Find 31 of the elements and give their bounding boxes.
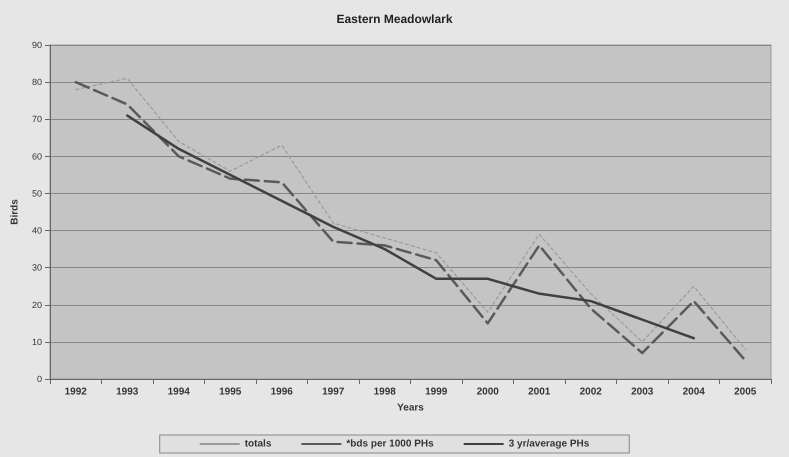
y-tick-label: 90 <box>32 40 42 50</box>
x-tick-label: 1992 <box>64 386 88 398</box>
y-tick-label: 80 <box>32 77 42 88</box>
chart-title: Eastern Meadowlark <box>336 12 453 26</box>
x-tick-label: 2000 <box>476 386 500 398</box>
x-tick-label: 2001 <box>528 386 551 398</box>
x-tick-label: 1997 <box>322 386 345 398</box>
x-tick-label: 1995 <box>219 386 242 398</box>
x-tick-label: 1998 <box>374 386 396 398</box>
legend-label: 3 yr/average PHs <box>508 438 590 450</box>
x-tick-label: 1993 <box>116 386 139 398</box>
x-tick-label: 2002 <box>580 386 602 398</box>
y-tick-label: 20 <box>32 300 42 310</box>
x-tick-label: 1999 <box>425 386 448 398</box>
legend-label: *bds per 1000 PHs <box>346 438 434 450</box>
y-tick-label: 40 <box>32 226 42 236</box>
x-tick-label: 1994 <box>168 386 190 398</box>
y-tick-label: 0 <box>36 374 42 384</box>
x-tick-label: 1996 <box>270 386 294 398</box>
y-tick-label: 60 <box>32 151 42 162</box>
legend-label: totals <box>244 438 272 450</box>
x-tick-label: 2004 <box>682 386 706 398</box>
y-tick-label: 50 <box>32 188 42 198</box>
y-axis-title: Birds <box>10 198 20 225</box>
x-tick-label: 2003 <box>631 386 654 398</box>
y-tick-label: 70 <box>32 114 42 124</box>
x-axis-title: Years <box>397 402 424 414</box>
line-series <box>126 114 695 340</box>
y-tick-label: 10 <box>32 336 42 347</box>
x-tick-label: 2005 <box>734 386 757 398</box>
y-tick-label: 30 <box>32 262 42 273</box>
